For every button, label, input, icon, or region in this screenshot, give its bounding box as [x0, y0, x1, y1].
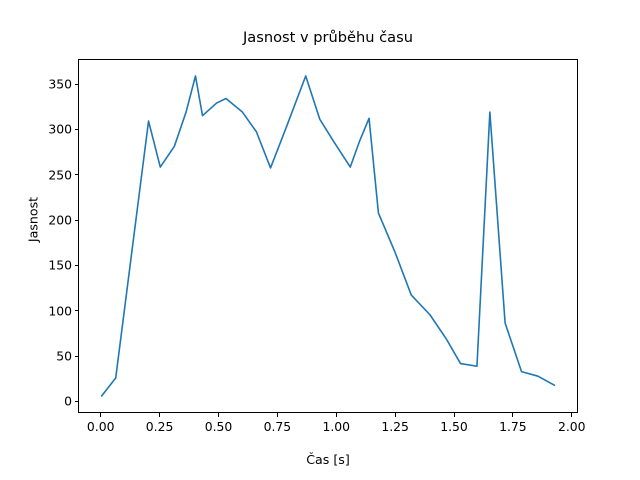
x-tick-label: 2.00 — [557, 419, 586, 434]
x-tick-label: 0.50 — [204, 419, 233, 434]
y-tick-label: 150 — [48, 257, 72, 273]
y-tick-label: 200 — [48, 212, 72, 228]
y-tick-label: 0 — [64, 393, 72, 409]
x-tick-mark — [571, 413, 573, 417]
y-tick-label: 250 — [48, 167, 72, 183]
y-tick-mark — [74, 264, 78, 266]
chart-title: Jasnost v průběhu času — [243, 29, 413, 46]
x-tick-mark — [100, 413, 102, 417]
y-tick-mark — [74, 310, 78, 312]
x-tick-label: 0.75 — [263, 419, 292, 434]
y-tick-mark — [74, 83, 78, 85]
y-tick-label: 300 — [48, 121, 72, 137]
x-tick-label: 1.25 — [381, 419, 409, 434]
y-tick-mark — [74, 128, 78, 131]
x-tick-label: 0.25 — [145, 419, 174, 434]
x-tick-mark — [453, 413, 455, 417]
y-tick-label: 100 — [48, 303, 72, 319]
plot-area — [78, 59, 578, 413]
x-tick-mark — [512, 413, 514, 417]
y-tick-label: 50 — [56, 348, 72, 364]
x-tick-mark — [159, 413, 161, 417]
x-axis-label: Čas [s] — [306, 452, 350, 467]
x-tick-mark — [394, 413, 396, 417]
y-tick-mark — [74, 174, 78, 176]
y-tick-mark — [74, 400, 78, 402]
y-tick-mark — [74, 219, 78, 221]
x-tick-label: 1.50 — [440, 419, 468, 434]
data-line-series — [79, 60, 577, 412]
x-tick-label: 0.00 — [86, 419, 115, 434]
x-tick-label: 1.75 — [499, 419, 527, 434]
x-tick-mark — [217, 413, 220, 417]
x-tick-label: 1.00 — [322, 419, 351, 434]
y-axis-label: Jasnost — [25, 196, 41, 243]
x-tick-mark — [276, 413, 278, 417]
x-tick-mark — [335, 413, 337, 417]
y-tick-label: 350 — [48, 76, 72, 92]
y-tick-mark — [74, 355, 78, 357]
